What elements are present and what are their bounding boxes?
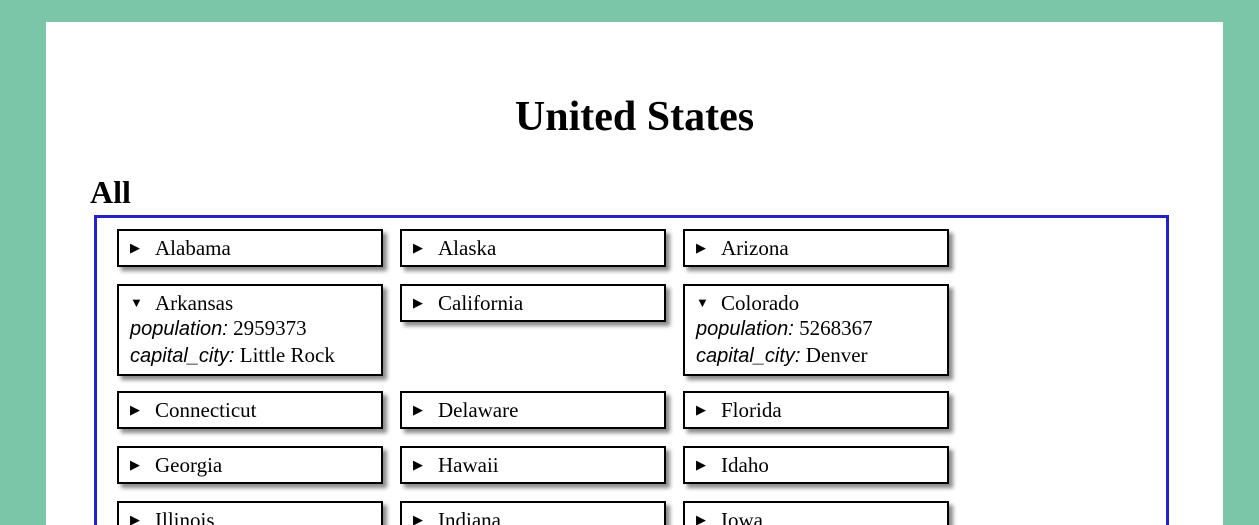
collapsed-triangle-icon: ▶ (413, 457, 423, 472)
state-name: Alaska (438, 236, 497, 260)
state-name: Idaho (721, 453, 769, 477)
states-panel: ▶ Alabama ▶ Alaska ▶ Arizona ▼ Arkansas populati… (94, 215, 1169, 525)
state-card: ▶ Georgia (117, 446, 383, 484)
expanded-triangle-icon: ▼ (130, 295, 143, 310)
collapsed-triangle-icon: ▶ (696, 402, 706, 417)
state-card: ▶ Alabama (117, 229, 383, 267)
state-card: ▶ Connecticut (117, 391, 383, 429)
collapsed-triangle-icon: ▶ (413, 240, 423, 255)
state-capital-city-row: capital_city: Denver (696, 342, 937, 369)
collapsed-triangle-icon: ▶ (130, 240, 140, 255)
section-heading: All (90, 174, 131, 210)
page: United States All ▶ Alabama ▶ Alaska ▶ Arizon… (46, 22, 1223, 525)
state-toggle[interactable]: ▶ Connecticut (130, 398, 371, 422)
state-toggle[interactable]: ▼ Arkansas (130, 291, 371, 315)
state-toggle[interactable]: ▶ Hawaii (413, 453, 654, 477)
state-name: Connecticut (155, 398, 257, 422)
state-name: Arkansas (155, 291, 234, 315)
state-toggle[interactable]: ▶ Delaware (413, 398, 654, 422)
state-toggle[interactable]: ▶ California (413, 291, 654, 315)
state-toggle[interactable]: ▶ Illinois (130, 508, 371, 525)
population-value: 5268367 (799, 316, 873, 340)
state-name: Delaware (438, 398, 519, 422)
capital-city-label: capital_city: (130, 345, 235, 367)
state-toggle[interactable]: ▶ Arizona (696, 236, 937, 260)
capital-city-value: Denver (805, 343, 868, 367)
state-name: Alabama (155, 236, 231, 260)
page-title: United States (514, 94, 755, 140)
state-name: California (438, 291, 524, 315)
collapsed-triangle-icon: ▶ (413, 295, 423, 310)
state-card: ▶ Alaska (400, 229, 666, 267)
state-population-row: population: 5268367 (696, 315, 937, 342)
state-card: ▶ Arizona (683, 229, 949, 267)
state-name: Georgia (155, 453, 223, 477)
state-card: ▶ Illinois (117, 501, 383, 525)
state-card: ▶ Indiana (400, 501, 666, 525)
state-name: Illinois (155, 508, 215, 525)
state-card: ▶ Idaho (683, 446, 949, 484)
state-name: Iowa (721, 508, 763, 525)
state-card: ▶ Hawaii (400, 446, 666, 484)
capital-city-value: Little Rock (239, 343, 335, 367)
state-card: ▼ Colorado population: 5268367 capital_city… (683, 284, 949, 376)
state-toggle[interactable]: ▶ Indiana (413, 508, 654, 525)
collapsed-triangle-icon: ▶ (696, 240, 706, 255)
collapsed-triangle-icon: ▶ (413, 402, 423, 417)
state-toggle[interactable]: ▶ Iowa (696, 508, 937, 525)
population-label: population: (696, 318, 794, 340)
state-name: Indiana (438, 508, 501, 525)
state-card: ▶ California (400, 284, 666, 322)
expanded-triangle-icon: ▼ (696, 295, 709, 310)
population-value: 2959373 (233, 316, 307, 340)
state-name: Hawaii (438, 453, 499, 477)
collapsed-triangle-icon: ▶ (696, 457, 706, 472)
state-capital-city-row: capital_city: Little Rock (130, 342, 371, 369)
collapsed-triangle-icon: ▶ (130, 457, 140, 472)
population-label: population: (130, 318, 228, 340)
state-card: ▶ Florida (683, 391, 949, 429)
state-population-row: population: 2959373 (130, 315, 371, 342)
collapsed-triangle-icon: ▶ (696, 512, 706, 525)
state-toggle[interactable]: ▶ Florida (696, 398, 937, 422)
state-card: ▶ Iowa (683, 501, 949, 525)
state-toggle[interactable]: ▶ Alaska (413, 236, 654, 260)
state-name: Arizona (721, 236, 789, 260)
state-toggle[interactable]: ▼ Colorado (696, 291, 937, 315)
collapsed-triangle-icon: ▶ (413, 512, 423, 525)
state-toggle[interactable]: ▶ Idaho (696, 453, 937, 477)
state-toggle[interactable]: ▶ Georgia (130, 453, 371, 477)
state-name: Colorado (721, 291, 800, 315)
state-name: Florida (721, 398, 782, 422)
capital-city-label: capital_city: (696, 345, 801, 367)
state-card: ▼ Arkansas population: 2959373 capital_city… (117, 284, 383, 376)
state-toggle[interactable]: ▶ Alabama (130, 236, 371, 260)
state-card: ▶ Delaware (400, 391, 666, 429)
collapsed-triangle-icon: ▶ (130, 512, 140, 525)
collapsed-triangle-icon: ▶ (130, 402, 140, 417)
